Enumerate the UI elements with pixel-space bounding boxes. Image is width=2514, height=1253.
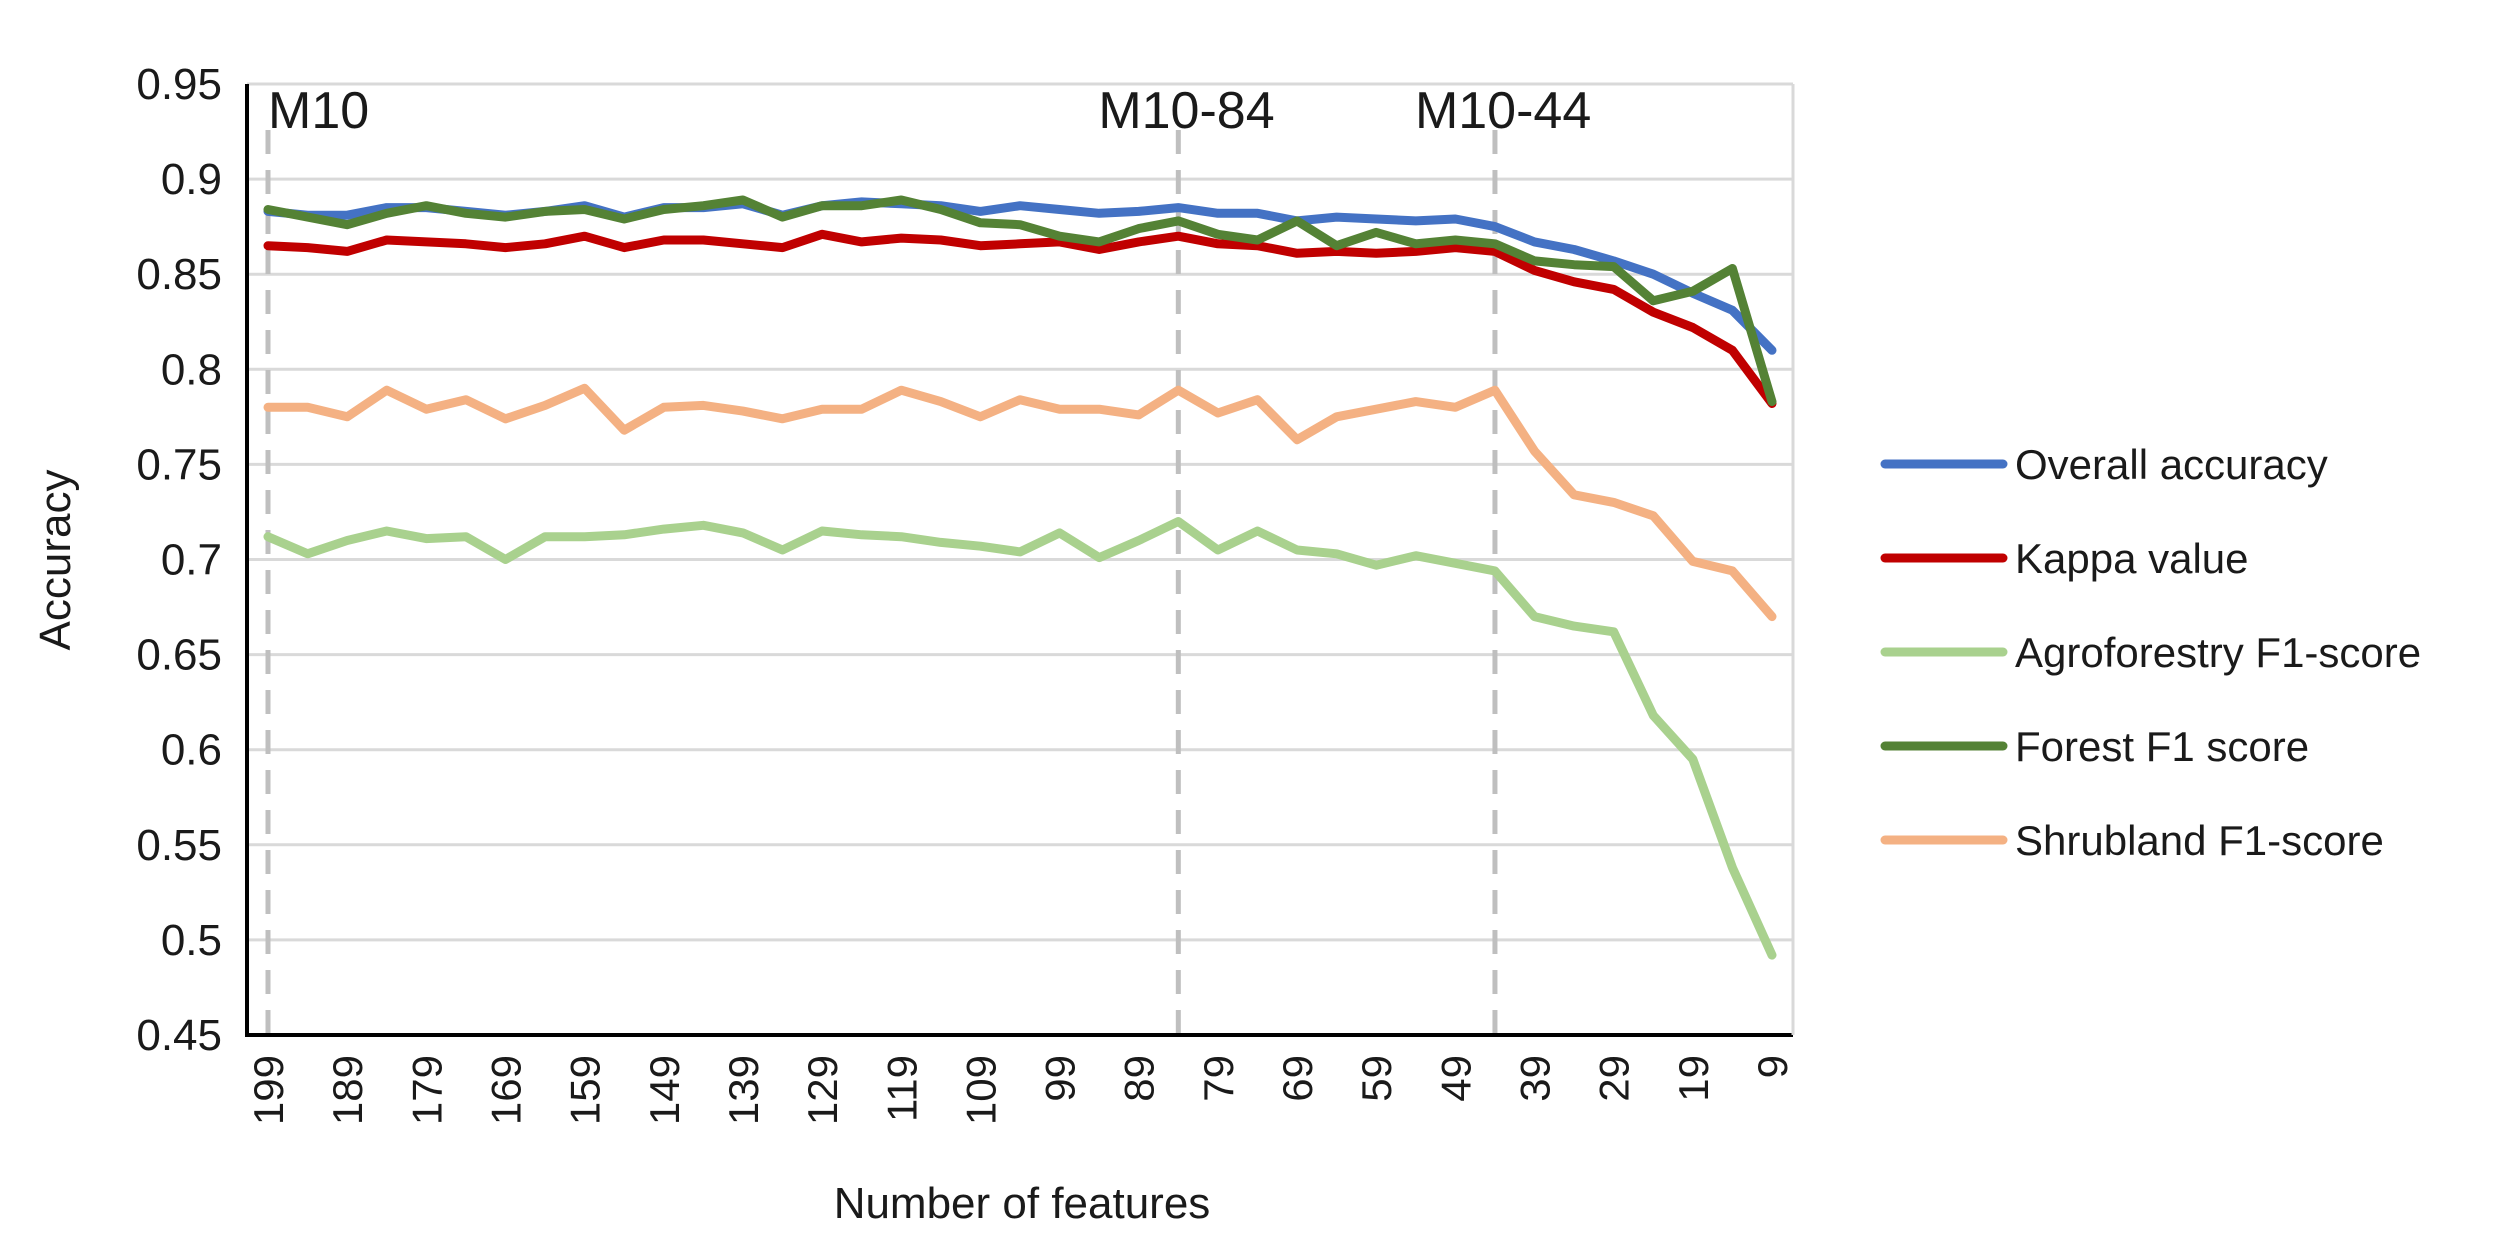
x-tick-label: 9 <box>1749 1055 1796 1078</box>
y-tick-labels: 0.45 0.5 0.55 0.6 0.65 0.7 0.75 0.8 0.85 0.9 0.95 <box>136 60 222 1060</box>
x-tick-label: 169 <box>482 1055 529 1125</box>
series-line-kappa-value <box>263 229 1777 408</box>
x-tick-label: 189 <box>324 1055 371 1125</box>
x-tick-label: 39 <box>1512 1055 1559 1102</box>
gridlines <box>247 82 1793 942</box>
annotation-labels: M10 M10-84 M10-44 <box>268 82 1591 140</box>
x-tick-label: 179 <box>403 1055 450 1125</box>
x-tick-label: 69 <box>1274 1055 1321 1102</box>
legend-label: Kappa value <box>2015 535 2249 582</box>
x-tick-label: 29 <box>1591 1055 1638 1102</box>
x-tick-label: 139 <box>720 1055 767 1125</box>
y-tick-label: 0.5 <box>161 916 222 965</box>
x-tick-label: 99 <box>1037 1055 1084 1102</box>
y-tick-label: 0.85 <box>136 250 222 299</box>
annotation-label: M10 <box>268 82 369 140</box>
x-tick-labels: 199 189 179 169 159 149 139 129 119 109 99 89 79 69 59… <box>245 1055 1796 1125</box>
x-tick-label: 79 <box>1195 1055 1242 1102</box>
x-tick-label: 129 <box>799 1055 846 1125</box>
legend-label: Forest F1 score <box>2015 723 2309 770</box>
y-tick-label: 0.6 <box>161 726 222 775</box>
y-tick-label: 0.55 <box>136 821 222 870</box>
y-tick-label: 0.65 <box>136 631 222 680</box>
series-line-shrubland-f1-score <box>263 383 1777 622</box>
legend: Overall accuracy Kappa value Agroforestry … <box>1880 441 2421 864</box>
y-tick-label: 0.95 <box>136 60 222 109</box>
axes <box>245 84 1795 1037</box>
x-axis-title: Number of features <box>834 1179 1211 1228</box>
x-tick-label: 89 <box>1116 1055 1163 1102</box>
series-lines <box>263 195 1777 960</box>
y-tick-label: 0.45 <box>136 1011 222 1060</box>
x-tick-label: 119 <box>878 1055 925 1122</box>
x-tick-label: 199 <box>245 1055 292 1125</box>
x-tick-label: 159 <box>562 1055 609 1125</box>
y-axis-title: Accuracy <box>31 470 80 651</box>
annotation-label: M10-44 <box>1415 82 1591 140</box>
legend-label: Shrubland F1-score <box>2015 817 2384 864</box>
legend-label: Overall accuracy <box>2015 441 2328 488</box>
annotation-label: M10-84 <box>1098 82 1274 140</box>
x-tick-label: 49 <box>1432 1055 1479 1102</box>
series-line-forest-f1-score <box>263 195 1777 407</box>
y-tick-label: 0.9 <box>161 155 222 204</box>
x-tick-label: 109 <box>957 1055 1004 1125</box>
y-tick-label: 0.75 <box>136 440 222 489</box>
x-tick-label: 19 <box>1670 1055 1717 1102</box>
series-line-agroforestry-f1-score <box>263 517 1777 960</box>
legend-label: Agroforestry F1-score <box>2015 629 2421 676</box>
x-tick-label: 149 <box>641 1055 688 1125</box>
y-tick-label: 0.7 <box>161 536 222 585</box>
x-tick-label: 59 <box>1353 1055 1400 1102</box>
y-tick-label: 0.8 <box>161 345 222 394</box>
annotation-lines <box>265 130 1498 1035</box>
